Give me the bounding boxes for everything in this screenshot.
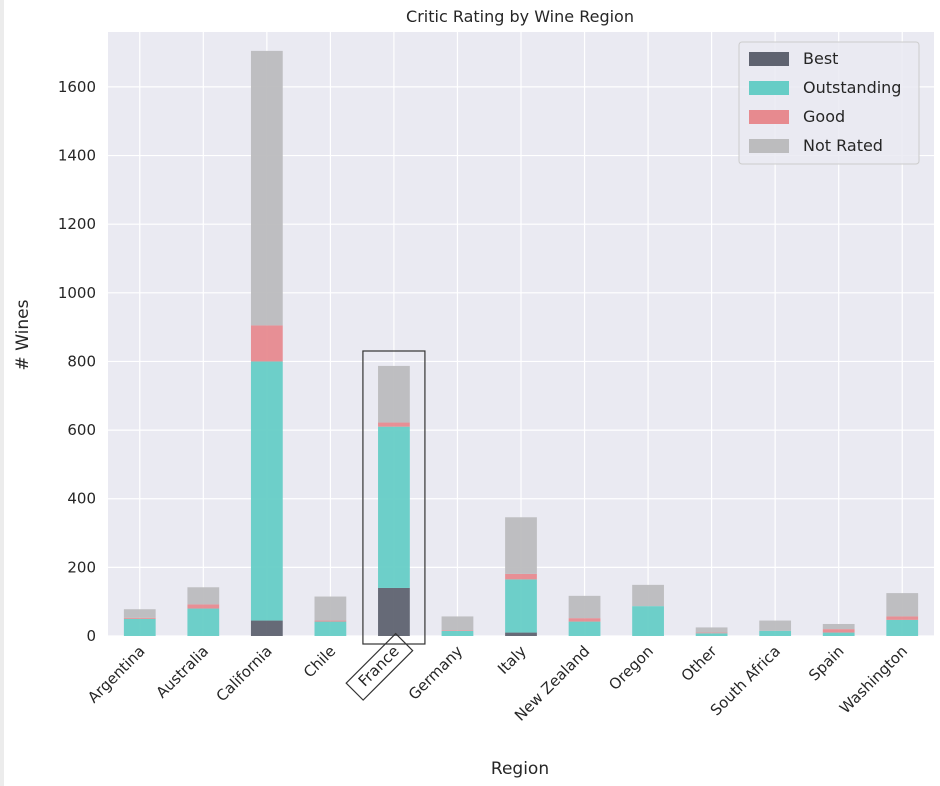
- legend-frame: [738, 41, 920, 165]
- bar-argentina-good: [123, 617, 156, 619]
- y-tick-label: 400: [67, 490, 96, 508]
- bar-france-good: [378, 422, 410, 427]
- x-tick-label-oregon: Oregon: [605, 642, 657, 694]
- x-tick-label-spain: Spain: [805, 642, 847, 684]
- x-tick-label-california: California: [213, 642, 276, 705]
- bar-spain-good: [822, 629, 855, 633]
- bar-italy-best: [505, 632, 537, 636]
- bar-france-best: [378, 587, 410, 636]
- bar-australia-good: [187, 604, 220, 609]
- legend-label-best: Best: [803, 49, 838, 68]
- bar-other-not-rated: [695, 627, 728, 633]
- bar-oregon-not-rated: [632, 584, 664, 607]
- bar-argentina-outstanding: [123, 618, 156, 636]
- bar-other-outstanding: [695, 633, 728, 636]
- bar-washington-not-rated: [886, 593, 919, 617]
- highlight-box-bar: [362, 350, 426, 645]
- bar-chile-good: [314, 620, 347, 622]
- bar-south-africa-not-rated: [759, 620, 792, 631]
- x-axis-label: Region: [491, 759, 549, 779]
- x-tick-label-italy: Italy: [494, 642, 530, 678]
- bar-spain-outstanding: [822, 632, 855, 636]
- bar-new-zealand-not-rated: [568, 595, 601, 619]
- x-tick-label-chile: Chile: [300, 642, 339, 681]
- france-highlight: [345, 350, 426, 701]
- bar-chile-not-rated: [314, 596, 347, 621]
- bar-chile-outstanding: [314, 621, 347, 636]
- bar-california-good: [250, 325, 283, 362]
- x-tick-label-france: France: [355, 642, 403, 690]
- bar-california-best: [250, 620, 283, 636]
- bar-washington-outstanding: [886, 619, 919, 636]
- bar-italy-good: [505, 573, 537, 580]
- bar-new-zealand-good: [568, 618, 601, 622]
- bar-other-good: [695, 632, 728, 634]
- y-tick-label: 1400: [58, 147, 96, 165]
- bar-washington-good: [886, 616, 919, 620]
- bar-australia-not-rated: [187, 587, 220, 605]
- bar-spain-not-rated: [822, 623, 855, 630]
- y-axis-ticks: 0 200 400 600 800 1000 1200 1400 1600: [58, 78, 96, 645]
- legend-label-outstanding: Outstanding: [803, 78, 901, 97]
- bar-california-outstanding: [250, 361, 283, 621]
- legend-swatch-outstanding: [749, 81, 789, 95]
- legend-label-not-rated: Not Rated: [803, 136, 883, 155]
- bar-france-outstanding: [378, 426, 410, 588]
- bar-australia-outstanding: [187, 608, 220, 636]
- bar-oregon-outstanding: [632, 606, 664, 636]
- legend: Best Outstanding Good Not Rated: [738, 41, 920, 165]
- legend-swatch-best: [749, 52, 789, 66]
- bar-germany-not-rated: [441, 616, 474, 631]
- bar-germany-good: [441, 630, 474, 631]
- bar-italy-outstanding: [505, 579, 537, 633]
- x-tick-label-argentina: Argentina: [84, 642, 148, 706]
- y-axis-label: # Wines: [13, 299, 33, 370]
- bar-south-africa-outstanding: [759, 630, 792, 636]
- y-tick-label: 1000: [58, 284, 96, 302]
- x-tick-label-germany: Germany: [405, 642, 467, 704]
- y-tick-label: 200: [67, 558, 96, 576]
- window-edge: [0, 0, 4, 786]
- bar-argentina-not-rated: [123, 609, 156, 618]
- y-tick-label: 800: [67, 352, 96, 370]
- y-tick-label: 1200: [58, 215, 96, 233]
- bar-germany-outstanding: [441, 630, 474, 636]
- bars: [123, 50, 919, 636]
- y-tick-label: 0: [86, 627, 96, 645]
- legend-swatch-good: [749, 110, 789, 124]
- x-tick-label-australia: Australia: [152, 642, 212, 702]
- x-axis-ticks: Argentina Australia California Chile France G…: [84, 642, 911, 725]
- legend-swatch-not-rated: [749, 139, 789, 153]
- bar-new-zealand-outstanding: [568, 621, 601, 636]
- bar-france-not-rated: [378, 365, 410, 423]
- y-tick-label: 600: [67, 421, 96, 439]
- y-tick-label: 1600: [58, 78, 96, 96]
- bar-italy-not-rated: [505, 517, 537, 574]
- chart-title: Critic Rating by Wine Region: [406, 7, 634, 26]
- x-tick-label-other: Other: [678, 642, 721, 685]
- x-tick-label-washington: Washington: [836, 642, 911, 717]
- highlight-box-label: [345, 632, 414, 701]
- bar-california-not-rated: [250, 50, 283, 326]
- legend-label-good: Good: [803, 107, 845, 126]
